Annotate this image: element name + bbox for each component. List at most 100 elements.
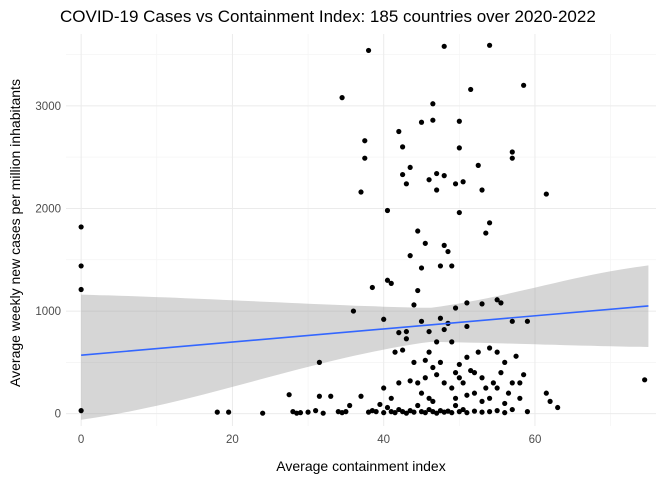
data-point bbox=[369, 284, 375, 291]
data-point bbox=[460, 380, 466, 386]
data-point bbox=[543, 191, 549, 197]
data-point bbox=[392, 410, 398, 416]
data-point bbox=[415, 287, 421, 294]
data-point bbox=[452, 305, 459, 311]
data-point bbox=[418, 318, 425, 324]
data-point bbox=[381, 316, 387, 322]
data-point bbox=[384, 277, 391, 283]
data-point bbox=[479, 375, 485, 381]
data-point bbox=[400, 171, 406, 178]
data-point bbox=[78, 408, 84, 414]
data-point bbox=[456, 209, 462, 216]
data-point bbox=[524, 318, 531, 324]
data-point bbox=[468, 86, 474, 93]
data-point bbox=[415, 228, 421, 234]
data-point bbox=[430, 398, 436, 404]
data-point bbox=[494, 385, 500, 391]
data-point bbox=[486, 395, 493, 401]
data-point bbox=[464, 354, 470, 360]
data-point bbox=[509, 149, 515, 155]
data-point bbox=[434, 187, 440, 193]
data-point bbox=[377, 401, 383, 408]
data-point bbox=[403, 181, 409, 187]
data-point bbox=[452, 181, 459, 187]
data-point bbox=[407, 164, 413, 171]
data-point bbox=[479, 409, 485, 415]
data-point bbox=[339, 95, 345, 101]
data-point bbox=[320, 410, 326, 416]
data-point bbox=[411, 302, 417, 308]
data-point bbox=[464, 323, 470, 330]
data-point bbox=[418, 119, 425, 125]
data-point bbox=[411, 409, 417, 415]
data-point bbox=[434, 372, 440, 378]
data-point bbox=[494, 297, 500, 303]
x-tick-label: 60 bbox=[529, 434, 542, 446]
data-point bbox=[494, 349, 500, 355]
data-point bbox=[475, 349, 481, 355]
data-point bbox=[403, 336, 409, 342]
data-point bbox=[479, 301, 485, 307]
data-point bbox=[328, 393, 334, 399]
data-point bbox=[486, 345, 493, 351]
data-point bbox=[422, 410, 428, 416]
data-point bbox=[400, 347, 406, 353]
data-point bbox=[437, 359, 444, 365]
data-point bbox=[452, 402, 459, 409]
data-point bbox=[460, 406, 466, 413]
data-point bbox=[452, 395, 459, 401]
data-point bbox=[418, 265, 425, 271]
data-point bbox=[502, 400, 508, 407]
data-point bbox=[441, 43, 447, 49]
data-point bbox=[449, 385, 455, 391]
data-point bbox=[305, 409, 311, 415]
confidence-band bbox=[81, 265, 649, 420]
data-point bbox=[441, 173, 447, 179]
data-point bbox=[456, 375, 462, 381]
data-point bbox=[434, 170, 440, 177]
data-point bbox=[555, 404, 561, 411]
trend-line bbox=[81, 305, 649, 356]
data-point bbox=[486, 220, 493, 226]
data-point bbox=[418, 390, 425, 396]
data-point bbox=[400, 144, 406, 150]
y-tick-label: 2000 bbox=[35, 203, 61, 215]
data-point bbox=[358, 189, 364, 195]
data-point bbox=[384, 404, 391, 411]
data-point bbox=[422, 375, 428, 381]
data-point bbox=[434, 339, 440, 345]
data-point bbox=[381, 410, 387, 416]
data-point bbox=[286, 392, 292, 398]
data-point bbox=[475, 162, 481, 168]
data-point bbox=[498, 300, 504, 306]
data-point bbox=[297, 410, 304, 416]
x-tick-label: 20 bbox=[226, 434, 239, 446]
data-point bbox=[642, 377, 648, 383]
data-point bbox=[479, 187, 485, 193]
data-point bbox=[78, 224, 84, 230]
data-point bbox=[426, 395, 432, 401]
data-point bbox=[486, 42, 493, 48]
data-point bbox=[407, 378, 413, 384]
data-point bbox=[343, 409, 349, 415]
data-point bbox=[411, 359, 417, 365]
y-axis-ticks: 0 1000 2000 3000 bbox=[35, 101, 61, 421]
data-point bbox=[441, 242, 447, 248]
data-point bbox=[347, 402, 353, 409]
data-point bbox=[214, 409, 220, 415]
data-point bbox=[403, 410, 409, 416]
data-point bbox=[426, 328, 432, 335]
data-point bbox=[483, 385, 489, 391]
data-point bbox=[449, 410, 455, 416]
data-point bbox=[486, 409, 493, 415]
data-point bbox=[441, 380, 447, 386]
data-point bbox=[524, 409, 531, 415]
data-point bbox=[509, 318, 515, 324]
data-point bbox=[434, 410, 440, 416]
data-point bbox=[502, 359, 508, 365]
data-point bbox=[494, 408, 500, 414]
data-point bbox=[388, 395, 394, 401]
y-axis-title: Average weekly new cases per million inh… bbox=[7, 79, 23, 387]
data-point bbox=[464, 410, 470, 416]
